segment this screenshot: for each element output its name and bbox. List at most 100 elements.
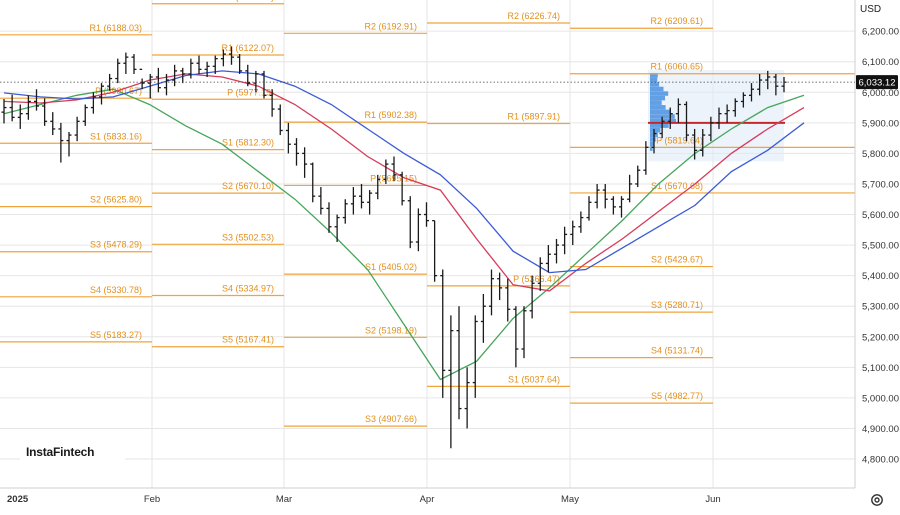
ohlc-bar (58, 122, 64, 163)
ohlc-bar (391, 156, 397, 181)
pivot-level-label: S3 (5478.29) (90, 240, 142, 250)
moving-average-line (3, 73, 805, 292)
ohlc-bar (188, 58, 194, 79)
last-price-value: 6,033.12 (859, 78, 896, 89)
volume-profile-bin (650, 86, 664, 92)
moving-average-line (3, 88, 805, 381)
ohlc-bar (302, 147, 308, 178)
ohlc-bar (99, 83, 104, 105)
ohlc-bar (253, 70, 259, 93)
ohlc-bar (407, 196, 413, 249)
pivot-level-label: S3 (5502.53) (222, 232, 274, 242)
ohlc-bar (724, 104, 730, 123)
pivot-level-label: S1 (5833.16) (90, 131, 142, 141)
price-tick-label: 6,100.00 (862, 57, 899, 68)
price-tick-label: 4,800.00 (862, 455, 899, 466)
ohlc-bar (415, 208, 421, 252)
ohlc-bar (554, 238, 559, 264)
volume-profile-bin (650, 72, 658, 78)
ohlc-bar (545, 245, 551, 273)
ohlc-bar (25, 95, 31, 120)
pivot-level-label: R2 (6226.74) (507, 11, 560, 21)
pivot-level-label: R2 (6289.64) (221, 0, 274, 2)
pivot-level-label: S3 (4907.66) (365, 414, 417, 424)
pivot-level-label: S2 (5429.67) (651, 255, 703, 265)
ohlc-bar (237, 54, 243, 74)
price-tick-label: 5,600.00 (862, 210, 899, 221)
settings-gear-icon[interactable] (869, 492, 885, 508)
price-tick-label: 6,000.00 (862, 88, 899, 99)
ohlc-bar (578, 211, 584, 233)
time-tick-label: Jun (705, 494, 720, 505)
pivot-level-label: P (5819.64) (656, 135, 703, 145)
ohlc-bar (740, 92, 746, 108)
ohlc-bar (537, 257, 543, 291)
ohlc-bar (350, 187, 356, 215)
ohlc-bar (586, 196, 592, 221)
ohlc-bar (643, 141, 649, 175)
price-tick-label: 6,200.00 (862, 27, 899, 38)
price-tick-label: 5,700.00 (862, 179, 899, 190)
volume-profile-bin (650, 100, 662, 105)
ohlc-bar (66, 132, 72, 157)
ohlc-bar (261, 70, 267, 99)
pivot-level-label: S4 (5330.78) (90, 285, 142, 295)
ohlc-bar (472, 315, 478, 398)
ohlc-bar (269, 89, 275, 117)
currency-label[interactable]: USD (860, 4, 882, 15)
pivot-level-label: S1 (5812.30) (222, 138, 274, 148)
price-tick-label: 5,300.00 (862, 302, 899, 313)
pivot-level-label: S4 (5131.74) (651, 346, 703, 356)
ohlc-bar (440, 269, 446, 398)
volume-profile-bin (650, 127, 661, 133)
price-tick-label: 5,200.00 (862, 332, 899, 343)
ohlc-bar (82, 104, 88, 126)
price-tick-label: 4,900.00 (862, 424, 899, 435)
ohlc-bar (765, 70, 771, 90)
time-tick-label: Apr (420, 494, 435, 505)
pivot-level-label: S5 (5183.27) (90, 330, 142, 340)
moving-average-line (3, 70, 805, 274)
ohlc-bar (294, 138, 299, 166)
pivot-level-label: P (5366.47) (513, 274, 560, 284)
ohlc-bar (448, 315, 454, 449)
ohlc-bar (342, 199, 348, 224)
ohlc-bar (17, 104, 23, 129)
ohlc-bar (749, 83, 754, 102)
ohlc-bar (497, 272, 503, 301)
instafintech-logo: InstaFintech (20, 438, 125, 466)
ohlc-bar (139, 68, 145, 90)
ohlc-bar (50, 112, 56, 136)
ohlc-bar (562, 226, 568, 255)
ohlc-bar (74, 116, 80, 142)
ohlc-bar (310, 162, 316, 203)
price-tick-label: 5,800.00 (862, 149, 899, 160)
ohlc-bar (513, 306, 519, 368)
ohlc-bar (667, 107, 673, 129)
ohlc-bar (619, 196, 624, 218)
volume-profile-bin (650, 141, 654, 147)
ohlc-bar (383, 159, 389, 184)
ohlc-bar (757, 73, 763, 96)
ohlc-bar (196, 55, 202, 74)
ohlc-bar (708, 116, 714, 142)
volume-profile-bin (650, 95, 666, 101)
ohlc-bar (164, 73, 169, 96)
ohlc-bar (180, 67, 186, 84)
volume-profile-bin (650, 77, 658, 83)
pivot-level-label: S1 (5037.64) (508, 374, 560, 384)
ohlc-bar (635, 165, 641, 188)
time-tick-label: 2025 (7, 494, 29, 505)
time-tick-label: Mar (276, 494, 292, 505)
ohlc-bar (610, 196, 616, 215)
pivot-level-label: R2 (6192.91) (364, 21, 417, 31)
ohlc-bar (367, 190, 373, 215)
ohlc-bar (285, 122, 291, 154)
ohlc-bar (131, 54, 137, 74)
price-tick-label: 5,000.00 (862, 393, 899, 404)
ohlc-bar (318, 187, 324, 215)
ohlc-bar (245, 64, 251, 87)
pivot-level-label: S2 (5670.10) (222, 181, 274, 191)
